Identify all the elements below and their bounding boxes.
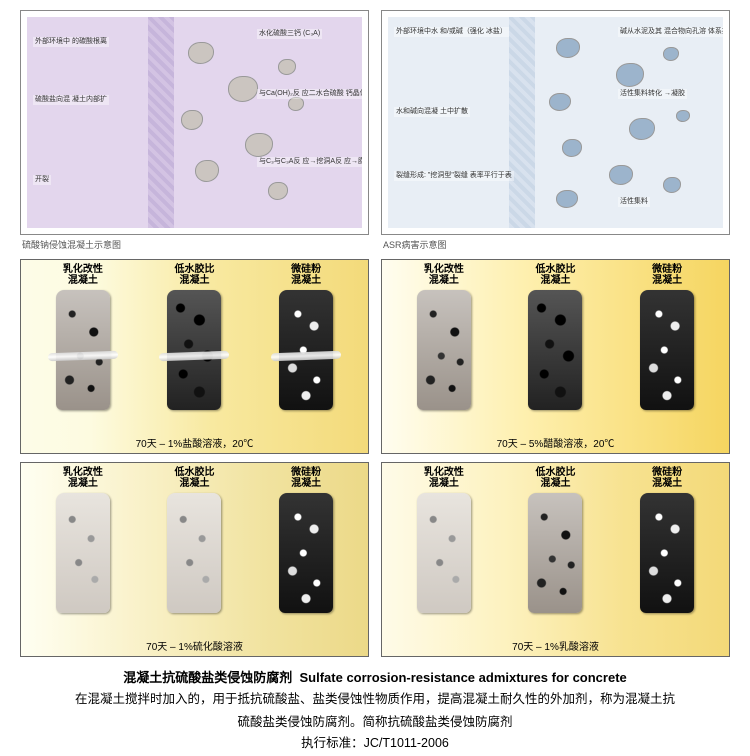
cylinder-icon: [417, 493, 471, 613]
specimen-c: 微硅粉 混凝土: [253, 467, 360, 613]
spec-label-c: 微硅粉 混凝土: [291, 467, 321, 489]
title-line: 混凝土抗硫酸盐类侵蚀防腐剂 Sulfate corrosion-resistan…: [20, 667, 730, 686]
specimen-c: 微硅粉 混凝土: [253, 264, 360, 410]
body-line-1: 在混凝土搅拌时加入的，用于抵抗硫酸盐、盐类侵蚀性物质作用，提高混凝土耐久性的外加…: [20, 690, 730, 709]
cylinder-icon: [167, 493, 221, 613]
specimen-a: 乳化改性 混凝土: [390, 264, 497, 410]
label-r5: 活性集料转化 →凝胶: [618, 89, 687, 99]
specimen-a: 乳化改性 混凝土: [390, 467, 497, 613]
panel-caption: 70天 – 1%硫化酸溶液: [21, 638, 368, 653]
specimen-a: 乳化改性 混凝土: [29, 467, 136, 613]
specimen-c: 微硅粉 混凝土: [614, 467, 721, 613]
specimen-c: 微硅粉 混凝土: [614, 264, 721, 410]
label-l2: 硫酸盐向混 凝土内部扩: [33, 95, 109, 105]
spec-row: 乳化改性 混凝土 低水胶比 混凝土 微硅粉 混凝土: [27, 264, 362, 449]
schematic-right-area: 外部环境中水 和/或碱（强化 冰盐） 水和碱向混凝 土中扩散 裂缝形成: "挖洞…: [388, 17, 723, 228]
spec-label-a: 乳化改性 混凝土: [63, 264, 103, 286]
schematic-right-caption: ASR病害示意图: [381, 238, 730, 251]
spec-label-c: 微硅粉 混凝土: [652, 264, 682, 286]
cylinder-icon: [279, 290, 333, 410]
spec-label-b: 低水胶比 混凝土: [535, 264, 575, 286]
title-en: Sulfate corrosion-resistance admixtures …: [299, 670, 626, 685]
spec-label-c: 微硅粉 混凝土: [291, 264, 321, 286]
title-cn: 混凝土抗硫酸盐类侵蚀防腐剂: [123, 670, 292, 685]
specimen-b: 低水胶比 混凝土: [141, 467, 248, 613]
spec-row: 乳化改性 混凝土 低水胶比 混凝土 微硅粉 混凝土: [388, 264, 723, 449]
row-schematics: 外部环境中 的碳酸根离 硫酸盐向混 凝土内部扩 开裂 水化硫酸三钙 (C₃A) …: [20, 10, 730, 251]
body-line-2: 硫酸盐类侵蚀防腐剂。简称抗硫酸盐类侵蚀防腐剂: [20, 711, 730, 730]
cylinder-icon: [167, 290, 221, 410]
spec-row: 乳化改性 混凝土 低水胶比 混凝土 微硅粉 混凝土: [388, 467, 723, 652]
cylinder-icon: [56, 493, 110, 613]
specimen-b: 低水胶比 混凝土: [502, 467, 609, 613]
aggregate-field-r: [388, 17, 723, 228]
description-block: 混凝土抗硫酸盐类侵蚀防腐剂 Sulfate corrosion-resistan…: [20, 667, 730, 751]
label-l3: 开裂: [33, 175, 51, 185]
cylinder-icon: [417, 290, 471, 410]
standard-line: 执行标准：JC/T1011-2006: [20, 732, 730, 751]
label-l1: 外部环境中 的碳酸根离: [33, 37, 109, 47]
cylinder-icon: [56, 290, 110, 410]
cylinder-icon: [528, 493, 582, 613]
label-r6: 活性集料: [618, 197, 650, 207]
cylinder-icon: [528, 290, 582, 410]
label-r3: 裂缝形成: "挖洞型"裂缝 表率平行于表: [394, 171, 514, 181]
label-l5: 与Ca(OH)₂反 应二水合硫酸 钙晶体: [257, 89, 362, 99]
spec-label-c: 微硅粉 混凝土: [652, 467, 682, 489]
label-r4: 碱从水泥及其 混合物向孔溶 体系扩散: [618, 27, 723, 37]
cylinder-icon: [279, 493, 333, 613]
schematic-left: 外部环境中 的碳酸根离 硫酸盐向混 凝土内部扩 开裂 水化硫酸三钙 (C₃A) …: [20, 10, 369, 235]
panel-mid-right: 乳化改性 混凝土 低水胶比 混凝土 微硅粉 混凝土 70天 – 5%醋酸溶液，2…: [381, 259, 730, 454]
schematic-left-caption: 硫酸钠侵蚀混凝土示意图: [20, 238, 369, 251]
row-specimens-1: 乳化改性 混凝土 低水胶比 混凝土 微硅粉 混凝土 70天 – 1%盐酸溶液，2…: [20, 259, 730, 454]
schematic-right: 外部环境中水 和/或碱（强化 冰盐） 水和碱向混凝 土中扩散 裂缝形成: "挖洞…: [381, 10, 730, 235]
schematic-left-panel: 外部环境中 的碳酸根离 硫酸盐向混 凝土内部扩 开裂 水化硫酸三钙 (C₃A) …: [20, 10, 369, 251]
panel-mid-left: 乳化改性 混凝土 低水胶比 混凝土 微硅粉 混凝土 70天 – 1%盐酸溶液，2…: [20, 259, 369, 454]
schematic-right-panel: 外部环境中水 和/或碱（强化 冰盐） 水和碱向混凝 土中扩散 裂缝形成: "挖洞…: [381, 10, 730, 251]
spec-label-a: 乳化改性 混凝土: [63, 467, 103, 489]
label-l4: 水化硫酸三钙 (C₃A): [257, 29, 322, 39]
panel-caption: 70天 – 1%乳酸溶液: [382, 638, 729, 653]
specimen-b: 低水胶比 混凝土: [141, 264, 248, 410]
panel-bot-right: 乳化改性 混凝土 低水胶比 混凝土 微硅粉 混凝土 70天 – 1%乳酸溶液: [381, 462, 730, 657]
aggregate-field: [27, 17, 362, 228]
panel-caption: 70天 – 1%盐酸溶液，20℃: [21, 435, 368, 450]
row-specimens-2: 乳化改性 混凝土 低水胶比 混凝土 微硅粉 混凝土 70天 – 1%硫化酸溶液 …: [20, 462, 730, 657]
label-r2: 水和碱向混凝 土中扩散: [394, 107, 470, 117]
spec-label-b: 低水胶比 混凝土: [174, 467, 214, 489]
spec-label-b: 低水胶比 混凝土: [174, 264, 214, 286]
panel-caption: 70天 – 5%醋酸溶液，20℃: [382, 435, 729, 450]
spec-label-a: 乳化改性 混凝土: [424, 264, 464, 286]
spec-row: 乳化改性 混凝土 低水胶比 混凝土 微硅粉 混凝土: [27, 467, 362, 652]
schematic-left-area: 外部环境中 的碳酸根离 硫酸盐向混 凝土内部扩 开裂 水化硫酸三钙 (C₃A) …: [27, 17, 362, 228]
cylinder-icon: [640, 290, 694, 410]
specimen-b: 低水胶比 混凝土: [502, 264, 609, 410]
spec-label-b: 低水胶比 混凝土: [535, 467, 575, 489]
panel-bot-left: 乳化改性 混凝土 低水胶比 混凝土 微硅粉 混凝土 70天 – 1%硫化酸溶液: [20, 462, 369, 657]
figure-container: 外部环境中 的碳酸根离 硫酸盐向混 凝土内部扩 开裂 水化硫酸三钙 (C₃A) …: [0, 0, 750, 756]
spec-label-a: 乳化改性 混凝土: [424, 467, 464, 489]
specimen-a: 乳化改性 混凝土: [29, 264, 136, 410]
cylinder-icon: [640, 493, 694, 613]
label-r1: 外部环境中水 和/或碱（强化 冰盐）: [394, 27, 509, 37]
label-l6: 与C₃与C₃A反 应→挖洞A反 应→膨胀: [257, 157, 362, 167]
